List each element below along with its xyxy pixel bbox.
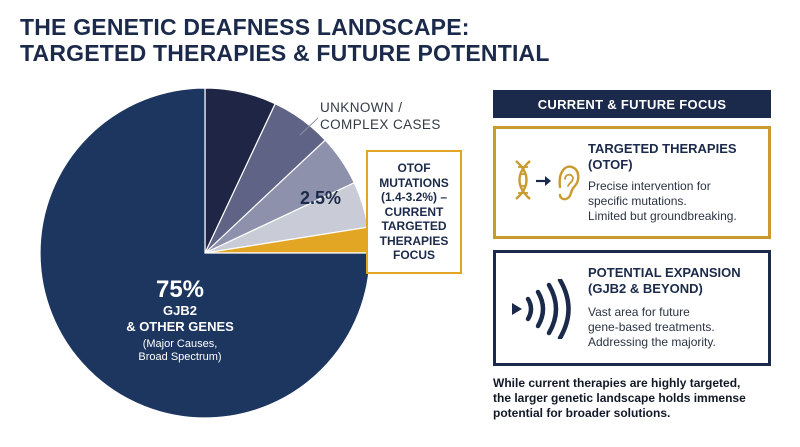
gjb2-name-line-2: & OTHER GENES [126,319,234,334]
unknown-label-line-1: UNKNOWN / [320,100,403,115]
card-title: TARGETED THERAPIES (OTOF) [588,141,737,173]
focus-header: CURRENT & FUTURE FOCUS [493,90,771,118]
gjb2-slice-label: 75% GJB2 & OTHER GENES (Major Causes, Br… [100,277,260,364]
unknown-leader-line [299,117,319,136]
otof-percent-label: 2.5% [300,188,342,208]
footer-line: potential for broader solutions. [493,406,671,420]
card-body-line: Limited but groundbreaking. [588,209,737,223]
card-title-line-2: (GJB2 & BEYOND) [588,281,703,296]
callout-line: MUTATIONS [379,175,449,190]
card-title-line-2: (OTOF) [588,157,633,172]
gjb2-sub-line-2: Broad Spectrum) [138,351,222,363]
pie-slice-gjb2-other-genes [39,87,371,419]
card-body: Precise intervention for specific mutati… [588,179,737,224]
gjb2-percent: 75% [155,276,205,303]
card-body-line: Addressing the majority. [588,335,716,349]
card-body-line: Precise intervention for [588,179,711,193]
card-title: POTENTIAL EXPANSION (GJB2 & BEYOND) [588,265,741,297]
potential-expansion-card: POTENTIAL EXPANSION (GJB2 & BEYOND) Vast… [493,250,771,366]
callout-line: THERAPIES [379,233,449,248]
dna-to-ear-icon [515,160,580,201]
callout-line: CURRENT [384,204,444,219]
card-body-line: specific mutations. [588,194,687,208]
targeted-therapies-card: TARGETED THERAPIES (OTOF) Precise interv… [493,126,771,239]
card-title-line-1: TARGETED THERAPIES [588,141,737,156]
footer-line: While current therapies are highly targe… [493,376,741,390]
otof-callout: OTOF MUTATIONS (1.4-3.2%) – CURRENT TARG… [366,150,462,274]
pie-chart [39,87,371,419]
title-line-2: TARGETED THERAPIES & FUTURE POTENTIAL [20,40,550,66]
gjb2-sub-line-1: (Major Causes, [142,338,218,350]
callout-line: TARGETED [381,219,447,234]
card-body-line: gene-based treatments. [588,320,715,334]
footer-note: While current therapies are highly targe… [493,376,793,421]
card-body: Vast area for future gene-based treatmen… [588,305,716,350]
footer-line: the larger genetic landscape holds immen… [493,391,746,405]
callout-line: FOCUS [393,248,435,263]
card-title-line-1: POTENTIAL EXPANSION [588,265,741,280]
page-title: THE GENETIC DEAFNESS LANDSCAPE: TARGETED… [20,14,640,66]
card-body-line: Vast area for future [588,305,690,319]
callout-line: OTOF [397,160,431,175]
gjb2-name-line-1: GJB2 [163,303,197,318]
title-line-1: THE GENETIC DEAFNESS LANDSCAPE: [20,14,470,40]
unknown-complex-label: UNKNOWN / COMPLEX CASES [320,99,441,133]
unknown-label-line-2: COMPLEX CASES [320,117,441,132]
sound-waves-icon [512,279,571,339]
callout-line: (1.4-3.2%) – [380,190,448,205]
